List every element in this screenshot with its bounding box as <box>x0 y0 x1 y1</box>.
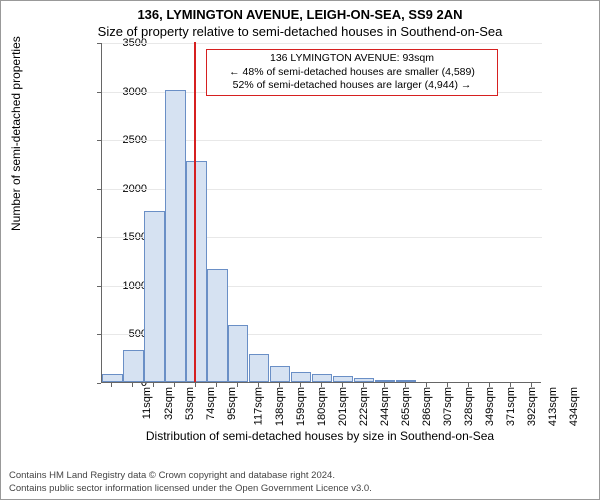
annotation-line2: ← 48% of semi-detached houses are smalle… <box>213 66 491 80</box>
x-tick-mark <box>300 383 301 387</box>
x-tick-mark <box>321 383 322 387</box>
x-tick-mark <box>510 383 511 387</box>
footer-attribution: Contains HM Land Registry data © Crown c… <box>9 470 372 495</box>
x-tick-mark <box>405 383 406 387</box>
annotation-line3: 52% of semi-detached houses are larger (… <box>213 79 491 93</box>
x-tick-label: 159sqm <box>295 387 307 426</box>
histogram-bar <box>102 374 123 382</box>
x-tick-mark <box>384 383 385 387</box>
x-tick-mark <box>531 383 532 387</box>
page-title-sub: Size of property relative to semi-detach… <box>1 22 599 43</box>
x-tick-label: 392sqm <box>526 387 538 426</box>
marker-line <box>194 42 196 382</box>
x-tick-label: 95sqm <box>226 387 238 420</box>
footer-line2: Contains public sector information licen… <box>9 483 372 495</box>
histogram-bar <box>312 374 333 382</box>
histogram-bar <box>144 211 165 382</box>
histogram-bar <box>165 90 186 382</box>
x-axis-label: Distribution of semi-detached houses by … <box>41 429 599 443</box>
x-tick-mark <box>153 383 154 387</box>
x-tick-mark <box>342 383 343 387</box>
histogram-bar <box>207 269 228 382</box>
x-tick-label: 434sqm <box>568 387 580 426</box>
x-tick-mark <box>279 383 280 387</box>
x-tick-mark <box>468 383 469 387</box>
histogram-bar <box>249 354 270 382</box>
x-tick-label: 244sqm <box>379 387 391 426</box>
x-tick-label: 32sqm <box>163 387 175 420</box>
y-tick-mark <box>97 383 101 384</box>
plot-region: 136 LYMINGTON AVENUE: 93sqm ← 48% of sem… <box>101 43 541 383</box>
histogram-bar <box>291 372 312 382</box>
page-title-main: 136, LYMINGTON AVENUE, LEIGH-ON-SEA, SS9… <box>1 1 599 22</box>
x-tick-mark <box>237 383 238 387</box>
x-tick-mark <box>111 383 112 387</box>
x-tick-label: 307sqm <box>442 387 454 426</box>
x-tick-label: 286sqm <box>421 387 433 426</box>
x-tick-label: 53sqm <box>184 387 196 420</box>
x-tick-mark <box>174 383 175 387</box>
histogram-bar <box>396 380 417 382</box>
x-tick-mark <box>258 383 259 387</box>
x-tick-label: 180sqm <box>316 387 328 426</box>
y-axis-label: Number of semi-detached properties <box>9 36 23 231</box>
footer-line1: Contains HM Land Registry data © Crown c… <box>9 470 372 482</box>
x-tick-label: 138sqm <box>274 387 286 426</box>
x-tick-mark <box>132 383 133 387</box>
histogram-bar <box>270 366 291 382</box>
x-tick-label: 328sqm <box>463 387 475 426</box>
histogram-bar <box>186 161 207 382</box>
x-tick-label: 11sqm <box>142 387 154 419</box>
x-tick-label: 201sqm <box>337 387 349 426</box>
x-tick-label: 349sqm <box>484 387 496 426</box>
x-tick-mark <box>447 383 448 387</box>
x-tick-mark <box>489 383 490 387</box>
x-tick-label: 117sqm <box>253 387 265 425</box>
x-tick-mark <box>363 383 364 387</box>
annotation-line1: 136 LYMINGTON AVENUE: 93sqm <box>213 52 491 66</box>
histogram-bar <box>123 350 144 382</box>
histogram-bar <box>333 376 354 382</box>
histogram-bar <box>228 325 249 382</box>
histogram-bar <box>354 378 375 382</box>
x-tick-mark <box>195 383 196 387</box>
x-tick-mark <box>426 383 427 387</box>
annotation-box: 136 LYMINGTON AVENUE: 93sqm ← 48% of sem… <box>206 49 498 96</box>
chart-area: 0500100015002000250030003500 136 LYMINGT… <box>61 43 551 423</box>
x-tick-label: 413sqm <box>547 387 559 426</box>
gridline <box>102 43 542 44</box>
x-tick-label: 74sqm <box>205 387 217 420</box>
x-tick-mark <box>216 383 217 387</box>
x-tick-label: 222sqm <box>358 387 370 426</box>
x-tick-label: 371sqm <box>505 387 517 426</box>
histogram-bar <box>375 380 396 382</box>
x-tick-label: 265sqm <box>400 387 412 426</box>
